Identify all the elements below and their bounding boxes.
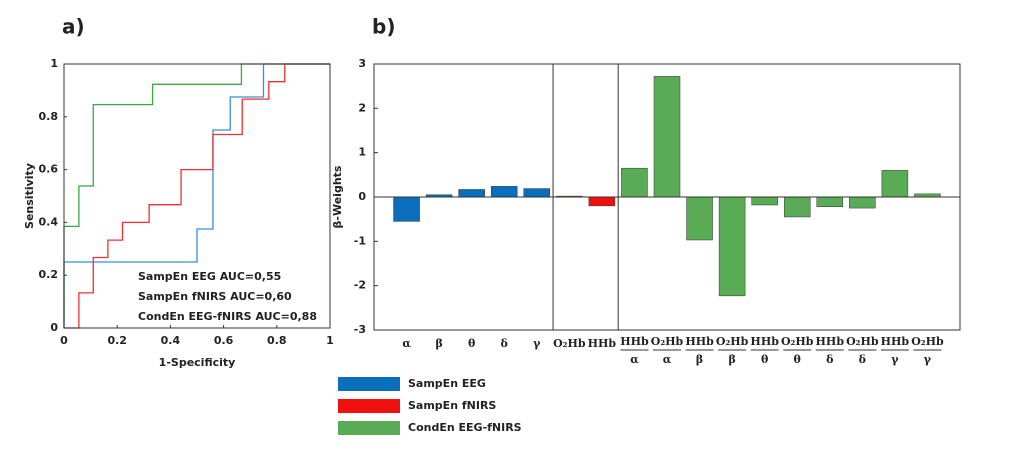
legend-swatch — [338, 399, 400, 413]
y-tick-label: 0 — [358, 190, 366, 203]
y-tick-label: 0.2 — [39, 268, 59, 281]
auc-annotation: CondEn EEG-fNIRS AUC=0,88 — [138, 310, 317, 323]
roc-curve — [63, 63, 330, 328]
bar — [816, 196, 844, 208]
bar — [783, 196, 811, 218]
x-tick-label: 1 — [326, 334, 334, 347]
category-numerator: HHb — [750, 335, 779, 348]
x-tick-label: 0.6 — [214, 334, 234, 347]
bar — [523, 188, 551, 198]
category-numerator: O₂Hb — [911, 335, 944, 348]
x-tick-label: 0.2 — [107, 334, 127, 347]
x-tick-label: β — [435, 337, 442, 350]
category-denominator: γ — [924, 353, 932, 366]
category-denominator: α — [630, 353, 639, 366]
y-tick-label: -3 — [354, 323, 366, 336]
panel-label: a) — [62, 15, 85, 39]
bar — [393, 196, 420, 222]
x-tick-label: θ — [468, 337, 475, 350]
legend-label: SampEn EEG — [408, 377, 486, 390]
y-tick-label: -1 — [354, 234, 366, 247]
category-numerator: HHb — [881, 335, 910, 348]
legend-label: CondEn EEG-fNIRS — [408, 421, 522, 434]
y-tick-label: 0.8 — [39, 110, 59, 123]
bar — [849, 196, 876, 209]
bar — [653, 76, 681, 198]
legend-swatch — [338, 421, 400, 435]
roc-curve — [64, 63, 330, 329]
legend-label: SampEn fNIRS — [408, 399, 496, 412]
roc-curve — [63, 63, 330, 328]
category-numerator: O₂Hb — [716, 335, 749, 348]
bar — [881, 170, 909, 198]
category-numerator: HHb — [816, 335, 845, 348]
category-denominator: β — [696, 353, 703, 366]
category-numerator: O₂Hb — [846, 335, 879, 348]
auc-annotation: SampEn fNIRS AUC=0,60 — [138, 290, 292, 303]
y-axis-label: β-Weights — [331, 165, 344, 228]
category-denominator: θ — [794, 353, 801, 366]
legend-swatch — [338, 377, 400, 391]
x-tick-label: α — [402, 337, 411, 350]
category-numerator: O₂Hb — [781, 335, 814, 348]
x-axis-label: 1-Specificity — [159, 356, 236, 369]
y-tick-label: 1 — [50, 57, 58, 70]
y-tick-label: -2 — [354, 279, 366, 292]
x-tick-label: γ — [533, 337, 541, 350]
category-numerator: HHb — [620, 335, 649, 348]
y-tick-label: 0.6 — [39, 163, 59, 176]
category-denominator: δ — [859, 353, 866, 366]
x-tick-label: 0.8 — [267, 334, 287, 347]
y-tick-label: 0 — [50, 321, 58, 334]
auc-annotation: SampEn EEG AUC=0,55 — [138, 270, 281, 283]
bar — [686, 196, 713, 241]
bar — [718, 196, 746, 297]
y-tick-label: 3 — [358, 57, 366, 70]
y-axis-label: Sensitivity — [23, 163, 36, 229]
y-tick-label: 0.4 — [39, 215, 59, 228]
x-tick-label: 0 — [60, 334, 68, 347]
plot-frame — [63, 63, 331, 329]
bar — [490, 186, 518, 198]
x-tick-label: HHb — [588, 337, 617, 350]
category-denominator: θ — [761, 353, 768, 366]
bar — [621, 167, 648, 198]
x-tick-label: O₂Hb — [553, 337, 586, 350]
bar — [588, 196, 616, 207]
category-denominator: β — [728, 353, 735, 366]
category-denominator: α — [663, 353, 672, 366]
x-tick-label: 0.4 — [161, 334, 181, 347]
category-numerator: HHb — [685, 335, 714, 348]
category-denominator: δ — [826, 353, 833, 366]
x-tick-label: δ — [501, 337, 508, 350]
category-numerator: O₂Hb — [651, 335, 684, 348]
bar — [458, 189, 485, 198]
bar — [751, 196, 778, 206]
category-denominator: γ — [891, 353, 899, 366]
panel-label: b) — [372, 15, 395, 39]
y-tick-label: 1 — [358, 146, 366, 159]
y-tick-label: 2 — [358, 101, 366, 114]
